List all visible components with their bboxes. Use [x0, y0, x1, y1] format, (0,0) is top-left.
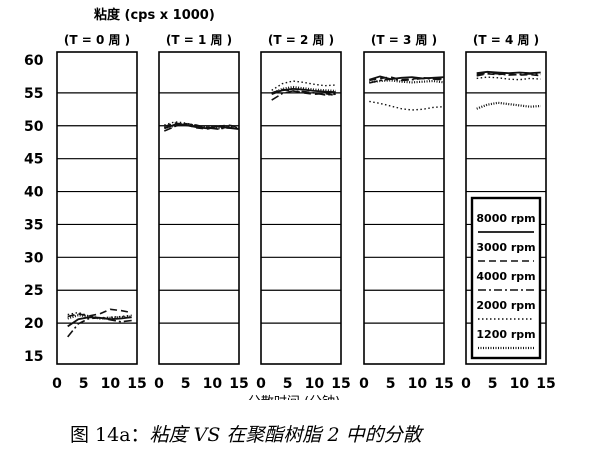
series-line-1200-rpm: [271, 85, 336, 95]
series-line-8000-rpm: [369, 75, 445, 81]
caption-text-before: 粘度: [149, 424, 194, 446]
x-tick-label: 0: [52, 376, 62, 392]
panel-1: (T = 1 周 ) 0 5 10 15: [154, 33, 249, 392]
x-tick-label: 0: [154, 376, 164, 392]
x-tick-label: 0: [256, 376, 266, 392]
x-tick-label: 0: [359, 376, 369, 392]
y-axis-label: 粘度 (cps x 1000): [93, 7, 215, 23]
x-tick-label: 10: [408, 376, 428, 392]
series-line-4000-rpm: [271, 90, 336, 101]
y-tick-label: 45: [24, 152, 43, 168]
x-tick-label: 5: [181, 376, 191, 392]
y-tick-label: 40: [24, 185, 44, 201]
panel-frame: [56, 51, 138, 365]
y-tick-label: 30: [24, 250, 44, 266]
series-line-1200-rpm: [67, 314, 132, 320]
series-line-3000-rpm: [164, 122, 240, 130]
x-tick-label: 15: [331, 376, 350, 392]
panel-title: (T = 3 周 ): [371, 33, 437, 47]
legend-box: [470, 196, 542, 360]
series-line-1200-rpm: [476, 101, 541, 110]
series-line-1200-rpm: [164, 122, 240, 130]
legend-label: 1200 rpm: [476, 328, 535, 341]
panel-frame: [260, 51, 342, 365]
y-tick-label: 60: [24, 53, 44, 69]
y-tick-label: 50: [24, 119, 44, 135]
panel-title: (T = 2 周 ): [268, 33, 334, 47]
legend-label: 4000 rpm: [476, 270, 535, 283]
y-tick-label: 15: [24, 349, 43, 365]
series-line-2000-rpm: [476, 76, 541, 81]
figure-caption: 图 14a：粘度 VS 在聚酯树脂 2 中的分散: [70, 420, 422, 447]
panel-title: (T = 0 周 ): [64, 33, 130, 47]
legend-label: 2000 rpm: [476, 299, 535, 312]
x-tick-label: 5: [488, 376, 498, 392]
legend-label: 8000 rpm: [476, 212, 535, 225]
x-tick-label: 10: [203, 376, 223, 392]
x-tick-label: 10: [101, 376, 121, 392]
caption-text-after: 在聚酯树脂: [220, 424, 328, 446]
series-line-1200-rpm: [369, 79, 445, 84]
x-tick-label: 10: [305, 376, 325, 392]
series-line-3000-rpm: [67, 308, 132, 318]
x-tick-label: 5: [79, 376, 89, 392]
series-line-2000-rpm: [369, 100, 445, 111]
caption-vs: VS: [193, 424, 221, 446]
y-tick-label: 20: [24, 316, 44, 332]
x-tick-label: 5: [283, 376, 293, 392]
x-axis-label: 分散时间 (分钟): [248, 394, 340, 400]
x-tick-label: 15: [536, 376, 555, 392]
y-tick-label: 25: [24, 283, 43, 299]
panel-title: (T = 4 周 ): [473, 33, 539, 47]
series-line-2000-rpm: [164, 121, 240, 129]
x-tick-label: 15: [127, 376, 146, 392]
series-line-2000-rpm: [271, 80, 336, 91]
x-tick-label: 5: [386, 376, 396, 392]
legend: 8000 rpm 3000 rpm 4000 rpm 2000 rpm 1200 rpm: [470, 196, 542, 360]
caption-num: 2: [327, 424, 340, 446]
x-tick-label: 15: [434, 376, 453, 392]
panel-frame: [363, 51, 445, 365]
x-tick-label: 0: [461, 376, 471, 392]
series-line-4000-rpm: [476, 72, 541, 76]
y-tick-label: 35: [24, 217, 43, 233]
series-line-3000-rpm: [271, 88, 336, 97]
x-tick-label: 15: [229, 376, 248, 392]
caption-prefix: 图 14a：: [70, 424, 150, 446]
x-tick-label: 10: [510, 376, 530, 392]
panel-frame: [158, 51, 240, 365]
panel-3: (T = 3 周 ) 0 5 10 15: [359, 33, 454, 392]
panel-title: (T = 1 周 ): [166, 33, 232, 47]
y-tick-label: 55: [24, 86, 43, 102]
caption-text-end: 中的分散: [339, 424, 422, 446]
legend-label: 3000 rpm: [476, 241, 535, 254]
panel-0: (T = 0 周 ) 0 5 10 15: [52, 33, 147, 392]
panel-2: (T = 2 周 ) 0 5 10 15: [256, 33, 351, 392]
